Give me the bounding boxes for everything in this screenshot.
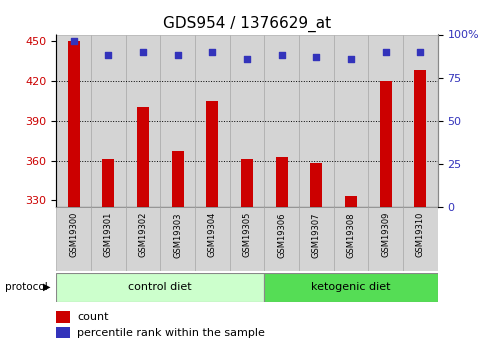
Bar <box>298 207 333 271</box>
Bar <box>333 207 367 271</box>
Bar <box>91 207 125 271</box>
Text: GSM19307: GSM19307 <box>311 212 320 258</box>
Bar <box>344 196 356 345</box>
Bar <box>367 207 402 271</box>
Text: count: count <box>77 312 108 322</box>
Bar <box>56 34 91 207</box>
Bar <box>56 327 69 338</box>
Text: GSM19304: GSM19304 <box>207 212 216 257</box>
Bar <box>275 157 287 345</box>
Bar <box>402 207 437 271</box>
Title: GDS954 / 1376629_at: GDS954 / 1376629_at <box>163 16 330 32</box>
Point <box>208 49 216 55</box>
Point <box>416 49 424 55</box>
Bar <box>125 34 160 207</box>
Point <box>173 52 181 58</box>
Bar <box>379 81 391 345</box>
Bar <box>56 207 91 271</box>
Bar <box>195 207 229 271</box>
Point <box>243 56 250 61</box>
Bar <box>137 108 149 345</box>
Point <box>381 49 389 55</box>
Bar <box>298 34 333 207</box>
Text: GSM19308: GSM19308 <box>346 212 355 258</box>
Bar <box>229 34 264 207</box>
Bar <box>264 273 437 302</box>
Bar <box>67 41 80 345</box>
Point <box>69 39 77 44</box>
Point <box>346 56 354 61</box>
Text: GSM19310: GSM19310 <box>415 212 424 257</box>
Text: GSM19300: GSM19300 <box>69 212 78 257</box>
Bar <box>195 34 229 207</box>
Bar <box>264 207 298 271</box>
Bar <box>402 34 437 207</box>
Bar <box>160 34 195 207</box>
Text: percentile rank within the sample: percentile rank within the sample <box>77 328 264 337</box>
Bar <box>91 34 125 207</box>
Text: GSM19303: GSM19303 <box>173 212 182 258</box>
Bar <box>413 70 426 345</box>
Bar <box>56 273 264 302</box>
Text: GSM19302: GSM19302 <box>138 212 147 257</box>
Text: GSM19306: GSM19306 <box>277 212 285 258</box>
Point <box>139 49 146 55</box>
Text: ketogenic diet: ketogenic diet <box>310 282 390 292</box>
Bar <box>333 34 367 207</box>
Point <box>277 52 285 58</box>
Bar <box>206 101 218 345</box>
Bar <box>56 311 69 323</box>
Text: ▶: ▶ <box>42 282 50 292</box>
Text: GSM19301: GSM19301 <box>103 212 113 257</box>
Text: GSM19309: GSM19309 <box>380 212 389 257</box>
Bar <box>160 207 195 271</box>
Bar <box>264 34 298 207</box>
Text: protocol: protocol <box>5 282 47 292</box>
Bar <box>102 159 114 345</box>
Bar <box>229 207 264 271</box>
Bar <box>309 163 322 345</box>
Bar <box>241 159 252 345</box>
Bar <box>125 207 160 271</box>
Point <box>104 52 112 58</box>
Point <box>312 54 320 60</box>
Bar <box>367 34 402 207</box>
Bar <box>171 151 183 345</box>
Text: control diet: control diet <box>128 282 192 292</box>
Text: GSM19305: GSM19305 <box>242 212 251 257</box>
